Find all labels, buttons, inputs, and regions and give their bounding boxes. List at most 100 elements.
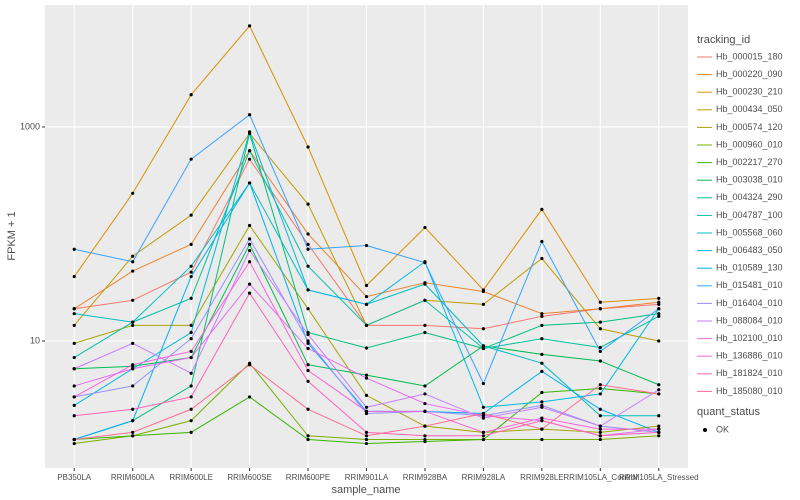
data-point xyxy=(247,242,252,246)
data-point xyxy=(131,430,135,434)
data-point xyxy=(657,388,661,392)
data-point xyxy=(131,323,135,327)
data-point xyxy=(657,339,661,343)
data-point xyxy=(189,270,193,274)
data-point xyxy=(540,390,544,395)
data-point xyxy=(247,248,252,253)
data-point xyxy=(540,337,544,341)
data-point xyxy=(423,323,427,327)
data-point xyxy=(481,430,486,434)
data-point xyxy=(306,407,310,411)
data-point xyxy=(306,363,310,367)
data-point xyxy=(131,341,135,345)
data-point xyxy=(131,320,135,324)
legend-label: Hb_015481_010 xyxy=(716,280,783,290)
data-point xyxy=(423,225,427,230)
data-point xyxy=(481,414,486,418)
data-point xyxy=(189,395,193,399)
data-point xyxy=(189,430,193,434)
data-point xyxy=(131,254,135,258)
data-point xyxy=(131,384,135,388)
x-tick-label: RRIM105LA_Control xyxy=(563,473,637,482)
x-tick-label: RRIM105LA_Stressed xyxy=(619,473,699,482)
data-point xyxy=(72,355,76,360)
data-point xyxy=(540,312,544,316)
data-point xyxy=(657,430,661,434)
data-point xyxy=(72,441,76,446)
legend-label: Hb_000015_180 xyxy=(716,51,783,61)
data-point xyxy=(247,223,252,228)
data-point xyxy=(189,274,193,279)
data-point xyxy=(423,439,427,444)
data-point xyxy=(540,427,544,431)
data-point xyxy=(481,344,486,348)
data-point xyxy=(72,384,76,388)
data-point xyxy=(306,202,310,206)
data-point xyxy=(598,359,602,363)
data-point xyxy=(72,323,76,327)
data-point xyxy=(364,243,369,248)
data-point xyxy=(306,346,310,351)
data-point xyxy=(189,330,193,335)
legend-label: Hb_005568_060 xyxy=(716,227,783,237)
x-tick-label: RRIM600PE xyxy=(286,473,330,482)
x-tick-label: PB350LA xyxy=(57,473,91,482)
legend-label: Hb_185080_010 xyxy=(716,386,783,396)
data-point xyxy=(481,437,486,442)
data-point xyxy=(72,403,76,408)
data-point xyxy=(598,320,602,324)
data-point xyxy=(598,327,602,331)
data-point xyxy=(481,411,486,416)
data-point xyxy=(598,383,602,387)
x-tick-label: RRIM600LE xyxy=(169,473,213,482)
data-point xyxy=(189,93,193,97)
data-point xyxy=(189,355,193,360)
data-point xyxy=(306,288,310,292)
legend-label: Hb_016404_010 xyxy=(716,298,783,308)
data-point xyxy=(481,434,486,438)
data-point xyxy=(364,430,369,434)
data-point xyxy=(306,368,310,373)
data-point xyxy=(247,395,252,399)
data-point xyxy=(540,352,544,356)
data-point xyxy=(481,416,486,420)
data-point xyxy=(131,367,135,371)
data-point xyxy=(247,157,252,161)
data-point xyxy=(72,274,76,279)
data-point xyxy=(189,371,193,375)
legend-label: Hb_010589_130 xyxy=(716,263,783,273)
legend-label: Hb_003038_010 xyxy=(716,175,783,185)
data-point xyxy=(131,260,135,264)
data-point xyxy=(306,379,310,383)
data-point xyxy=(131,191,135,195)
data-point xyxy=(189,242,193,246)
data-point xyxy=(598,345,602,350)
data-point xyxy=(72,307,76,311)
data-point xyxy=(540,419,544,423)
data-point xyxy=(481,327,486,331)
data-point xyxy=(306,145,310,149)
data-point xyxy=(657,307,661,311)
data-point xyxy=(540,416,544,420)
data-point xyxy=(657,424,661,428)
data-point xyxy=(540,437,544,442)
data-point xyxy=(72,247,76,251)
shape-legend-key xyxy=(703,428,707,432)
data-point xyxy=(364,441,369,446)
data-point xyxy=(189,157,193,161)
data-point xyxy=(189,349,193,353)
y-tick-label: 10 xyxy=(30,335,40,345)
data-point xyxy=(247,363,252,367)
data-point xyxy=(131,407,135,411)
data-point xyxy=(72,414,76,418)
legend-label: Hb_088084_010 xyxy=(716,315,783,325)
data-point xyxy=(598,424,602,428)
legend-label: Hb_004787_100 xyxy=(716,210,783,220)
data-point xyxy=(364,434,369,438)
shape-legend-label: OK xyxy=(716,424,729,434)
data-point xyxy=(598,414,602,418)
legend-title: tracking_id xyxy=(697,34,750,46)
data-point xyxy=(423,409,427,413)
data-point xyxy=(131,363,135,367)
data-point xyxy=(364,405,369,409)
